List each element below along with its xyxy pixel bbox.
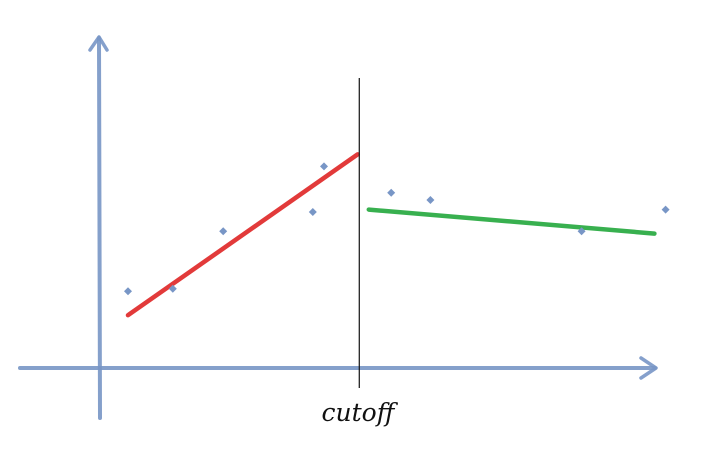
- data-points: [124, 162, 670, 296]
- data-point: [168, 284, 177, 293]
- data-point: [308, 208, 317, 216]
- data-point: [387, 188, 396, 197]
- cutoff-label: cutoff: [322, 398, 399, 427]
- fit-line-right: [366, 207, 657, 236]
- data-point: [320, 162, 328, 171]
- axes: [18, 35, 658, 420]
- x-axis-arrow: [639, 356, 658, 380]
- y-axis-arrow: [88, 35, 109, 52]
- data-point: [426, 196, 435, 204]
- fit-line-left: [125, 152, 360, 318]
- fit-lines: [125, 152, 657, 318]
- data-point: [661, 205, 670, 214]
- data-point: [219, 227, 228, 236]
- data-point: [124, 287, 132, 296]
- data-point: [577, 227, 586, 236]
- y-axis-line: [97, 36, 102, 420]
